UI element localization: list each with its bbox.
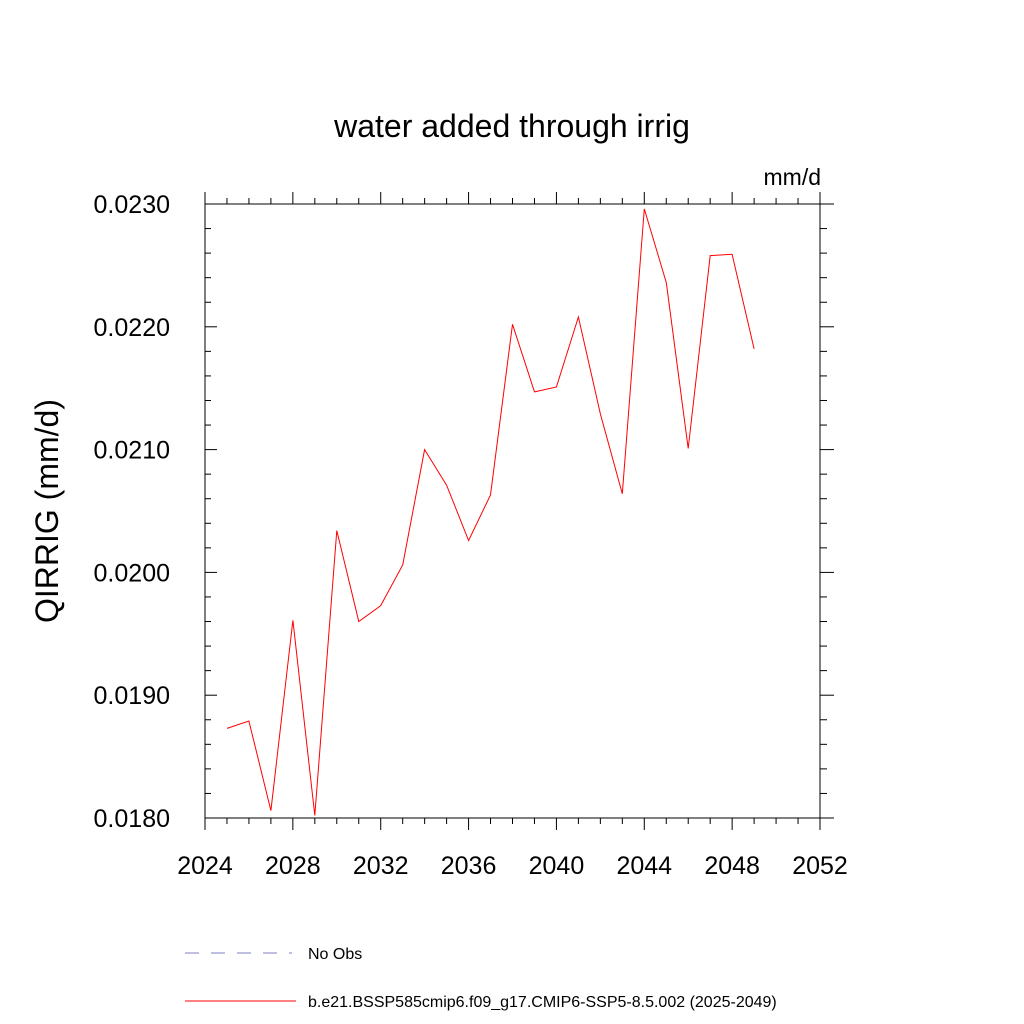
x-tick-label: 2052 (792, 852, 848, 880)
y-tick-label: 0.0220 (94, 314, 170, 342)
axis-tick-labels: 2024 2028 2032 2036 2040 2044 2048 2052 0.0180 0.… (94, 191, 848, 880)
x-tick-label: 2028 (265, 852, 321, 880)
plot-frame (204, 203, 821, 819)
y-tick-label: 0.0230 (94, 191, 170, 219)
x-tick-label: 2032 (353, 852, 409, 880)
axis-ticks (204, 192, 834, 830)
y-axis-label: QIRRIG (mm/d) (29, 399, 65, 623)
legend-label-model-run: b.e21.BSSP585cmip6.f09_g17.CMIP6-SSP5-8.… (308, 994, 777, 1011)
legend-label-no-obs: No Obs (308, 946, 362, 963)
series-layer (226, 208, 755, 816)
chart-title: water added through irrig (333, 108, 690, 144)
y-tick-label: 0.0190 (94, 682, 170, 710)
x-tick-label: 2040 (529, 852, 585, 880)
legend: No Obs b.e21.BSSP585cmip6.f09_g17.CMIP6-… (185, 946, 777, 1011)
series-line (226, 208, 755, 816)
y-tick-label: 0.0200 (94, 559, 170, 587)
x-tick-label: 2048 (704, 852, 760, 880)
x-tick-label: 2044 (616, 852, 672, 880)
y-tick-label: 0.0180 (94, 805, 170, 833)
y-tick-label: 0.0210 (94, 437, 170, 465)
x-tick-label: 2036 (441, 852, 497, 880)
x-tick-label: 2024 (177, 852, 233, 880)
units-label: mm/d (764, 164, 822, 190)
